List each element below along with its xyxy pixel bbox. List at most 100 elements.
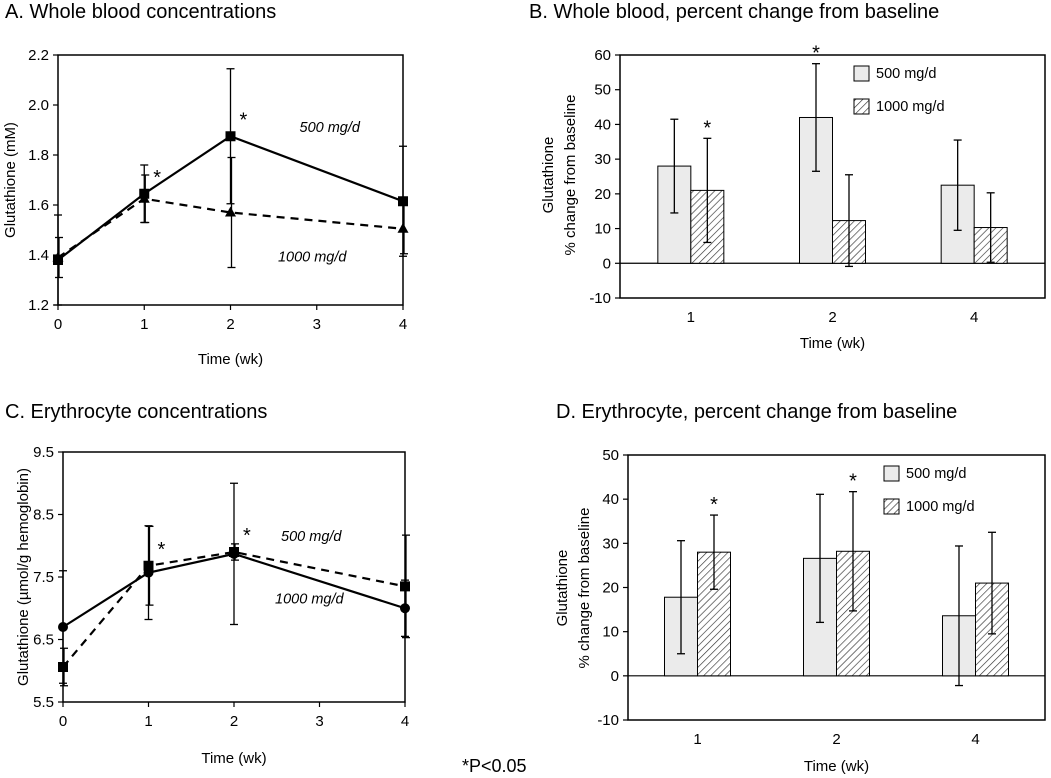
legend-label: 500 mg/d <box>906 466 966 482</box>
x-tick-label: 2 <box>828 309 836 326</box>
chart-title: B. Whole blood, percent change from base… <box>529 1 939 23</box>
x-tick-label: 1 <box>140 316 148 333</box>
y-tick-label: 20 <box>594 186 611 203</box>
y-tick-label: 8.5 <box>33 507 54 524</box>
x-tick-label: 2 <box>832 731 840 748</box>
data-point <box>58 662 68 672</box>
plot-frame <box>619 54 1046 299</box>
legend-swatch-1000-mg <box>853 98 870 115</box>
x-axis-label: Time (wk) <box>201 750 266 767</box>
data-point <box>225 206 236 217</box>
y-axis-label: Glutathione (mM) <box>2 122 19 238</box>
y-tick-label: 10 <box>594 221 611 238</box>
y-tick-label: 0 <box>603 255 611 272</box>
significance-star: * <box>849 471 857 493</box>
panel-a-whole-blood-concentrations: A. Whole blood concentrations 1.2 1.4 1.6 1.… <box>2 1 409 368</box>
x-tick-label: 4 <box>970 309 978 326</box>
y-tick-label: 60 <box>594 47 611 64</box>
series-1000-mg-d: 1000 mg/d <box>52 156 409 279</box>
y-axis-label: Glutathione (µmol/g hemoglobin) <box>15 468 32 686</box>
data-point <box>229 547 239 557</box>
x-tick-label: 3 <box>313 316 321 333</box>
panel-c-erythrocyte-concentrations: C. Erythrocyte concentrations 5.5 6.5 7.5 8.… <box>5 401 410 767</box>
y-tick-label: 10 <box>602 624 619 641</box>
y-tick-label: 2.0 <box>28 97 49 114</box>
y-tick-label: 20 <box>602 580 619 597</box>
y-tick-label: 50 <box>602 447 619 464</box>
y-tick-label: 9.5 <box>33 444 54 461</box>
chart-title: A. Whole blood concentrations <box>5 1 276 23</box>
y-tick-label: 1.6 <box>28 197 49 214</box>
legend-swatch-500-mg <box>853 65 870 82</box>
y-tick-label: 6.5 <box>33 632 54 649</box>
y-tick-label: 50 <box>594 82 611 99</box>
series-label: 1000 mg/d <box>278 250 347 266</box>
legend: 500 mg/d 1000 mg/d <box>883 465 975 515</box>
panel-b-whole-blood-percent-change: B. Whole blood, percent change from base… <box>529 1 1046 352</box>
x-tick-label: 1 <box>144 713 152 730</box>
significance-footnote: *P<0.05 <box>462 756 527 776</box>
legend-swatch-1000-mg <box>883 498 900 515</box>
data-point <box>398 196 408 207</box>
series-line <box>62 552 406 628</box>
x-tick-label: 4 <box>971 731 979 748</box>
y-axis-label: % change from baseline <box>562 95 579 256</box>
data-point <box>397 222 409 233</box>
data-point <box>400 581 410 592</box>
series-500-mg-d: 500 mg/d <box>58 482 410 684</box>
data-point <box>400 603 410 614</box>
x-tick-label: 4 <box>399 316 407 333</box>
series-500-mg-d: * * 500 mg/d <box>53 68 408 306</box>
x-tick-label: 2 <box>226 316 234 333</box>
significance-star: * <box>710 494 718 516</box>
series-line <box>62 550 406 668</box>
legend: 500 mg/d 1000 mg/d <box>853 65 945 115</box>
y-axis-label: Glutathione <box>540 137 557 214</box>
legend-label: 1000 mg/d <box>906 499 975 515</box>
data-point <box>138 192 150 203</box>
significance-star: * <box>703 117 711 139</box>
data-point <box>225 131 236 142</box>
y-tick-label: 0 <box>611 668 619 685</box>
legend-swatch-500-mg <box>883 465 900 482</box>
series-label: 500 mg/d <box>281 529 342 545</box>
y-axis-label: Glutathione <box>554 550 571 627</box>
y-tick-label: 40 <box>594 116 611 133</box>
series-label: 500 mg/d <box>300 120 361 136</box>
y-tick-label: 1.2 <box>28 297 49 314</box>
y-tick-label: 7.5 <box>33 569 54 586</box>
chart-title: D. Erythrocyte, percent change from base… <box>556 401 957 423</box>
y-tick-label: -10 <box>589 290 611 307</box>
data-point <box>143 560 154 571</box>
x-tick-label: 0 <box>54 316 62 333</box>
legend-label: 500 mg/d <box>876 66 936 82</box>
significance-star: * <box>243 525 251 547</box>
y-tick-label: 1.8 <box>28 147 49 164</box>
significance-star: * <box>240 109 248 131</box>
legend-label: 1000 mg/d <box>876 99 945 115</box>
x-tick-label: 1 <box>687 309 695 326</box>
series-label: 1000 mg/d <box>275 591 344 607</box>
data-point <box>58 622 68 632</box>
data-point <box>52 251 64 262</box>
significance-star: * <box>158 539 166 561</box>
x-axis-label: Time (wk) <box>804 758 869 775</box>
x-tick-label: 1 <box>693 731 701 748</box>
x-axis-label: Time (wk) <box>800 335 865 352</box>
y-tick-label: 2.2 <box>28 47 49 64</box>
series-1000-mg-d: * * 1000 mg/d <box>58 525 410 687</box>
panel-d-erythrocyte-percent-change: D. Erythrocyte, percent change from base… <box>554 401 1046 775</box>
y-tick-label: 40 <box>602 491 619 508</box>
x-tick-label: 4 <box>401 713 409 730</box>
y-tick-label: 30 <box>602 535 619 552</box>
chart-title: C. Erythrocyte concentrations <box>5 401 267 423</box>
y-tick-label: -10 <box>597 712 619 729</box>
y-axis-label: % change from baseline <box>576 508 593 669</box>
significance-star: * <box>812 43 820 65</box>
x-tick-label: 3 <box>315 713 323 730</box>
x-tick-label: 0 <box>59 713 67 730</box>
y-tick-label: 1.4 <box>28 247 49 264</box>
series-line <box>57 135 404 261</box>
y-tick-label: 5.5 <box>33 694 54 711</box>
